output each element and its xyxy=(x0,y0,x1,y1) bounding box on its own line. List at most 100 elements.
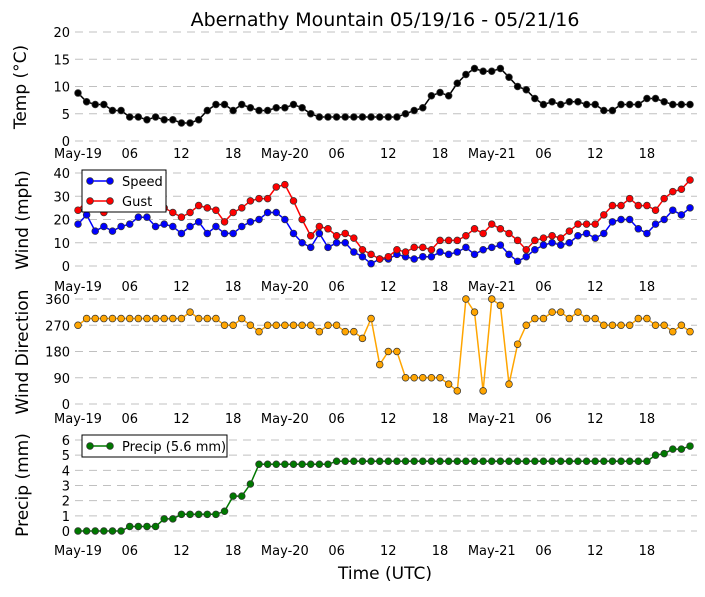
data-point xyxy=(488,457,496,465)
data-point xyxy=(505,73,513,81)
x-tick-label: 06 xyxy=(535,412,552,427)
data-point xyxy=(436,374,444,382)
data-point xyxy=(298,104,306,112)
data-point xyxy=(453,79,462,87)
series-line-direction xyxy=(77,296,691,393)
x-tick-label: 06 xyxy=(121,544,138,559)
data-point xyxy=(220,100,229,109)
data-point xyxy=(194,218,203,226)
x-tick-label: May-19 xyxy=(54,412,102,427)
data-point xyxy=(625,457,634,465)
data-point xyxy=(315,222,324,231)
data-point xyxy=(419,374,427,382)
data-point xyxy=(617,201,625,210)
data-point xyxy=(117,314,125,323)
data-point xyxy=(444,457,453,465)
data-point xyxy=(177,229,186,238)
data-point xyxy=(410,106,418,115)
data-point xyxy=(436,88,444,97)
x-tick-label: 12 xyxy=(173,544,190,559)
data-point xyxy=(100,527,108,535)
data-point xyxy=(479,245,487,254)
data-point xyxy=(108,527,117,535)
data-point xyxy=(496,64,505,73)
data-point xyxy=(255,460,263,469)
data-point xyxy=(117,106,125,115)
data-point xyxy=(531,94,539,103)
data-point xyxy=(669,100,677,109)
data-point xyxy=(315,229,324,238)
data-point xyxy=(358,457,367,465)
x-tick-label: 18 xyxy=(225,147,242,162)
y-tick-label: 5 xyxy=(62,449,70,464)
data-point xyxy=(100,100,108,109)
data-point xyxy=(367,250,375,259)
data-point xyxy=(238,222,246,231)
data-point xyxy=(513,82,522,91)
data-point xyxy=(177,119,186,127)
data-point xyxy=(539,457,548,465)
data-point xyxy=(384,252,393,261)
data-point xyxy=(272,321,281,330)
data-point xyxy=(574,98,582,106)
legend: Precip (5.6 mm) xyxy=(81,434,228,458)
data-point xyxy=(91,100,99,109)
data-point xyxy=(177,213,186,221)
data-point xyxy=(470,225,479,233)
data-point xyxy=(600,457,608,465)
data-point xyxy=(669,445,677,453)
data-point xyxy=(186,208,194,217)
data-point xyxy=(617,321,625,330)
data-point xyxy=(246,480,255,488)
data-point xyxy=(625,321,634,330)
data-point xyxy=(651,451,660,459)
data-point xyxy=(651,321,660,330)
data-point xyxy=(505,229,513,238)
x-tick-label: 18 xyxy=(432,280,449,295)
data-point xyxy=(556,308,565,316)
data-point xyxy=(470,250,479,259)
data-point xyxy=(513,457,522,465)
panel-1: 0 10 20 30 40 May-19 06 12 18 May-20 06 12 18 May-21 0… xyxy=(53,167,697,295)
data-point xyxy=(289,229,298,238)
data-point xyxy=(462,232,470,240)
data-point xyxy=(591,457,599,465)
data-point xyxy=(341,229,349,238)
data-point xyxy=(91,527,99,535)
data-point xyxy=(488,295,496,303)
data-point xyxy=(350,457,358,465)
data-point xyxy=(625,215,634,224)
data-point xyxy=(332,457,341,465)
data-point xyxy=(548,98,556,106)
data-point xyxy=(686,204,694,212)
data-point xyxy=(548,232,556,240)
data-point xyxy=(263,321,272,330)
y-tick-label: 20 xyxy=(53,214,70,229)
x-tick-label: 18 xyxy=(639,280,656,295)
data-point xyxy=(306,232,315,240)
data-point xyxy=(203,510,212,519)
data-point xyxy=(565,457,574,465)
x-tick-label: 12 xyxy=(380,147,397,162)
data-point xyxy=(134,314,143,323)
data-point xyxy=(143,115,151,124)
data-point xyxy=(108,227,117,235)
y-tick-label: 2 xyxy=(62,495,70,510)
data-point xyxy=(608,457,617,465)
x-tick-label: 12 xyxy=(587,412,604,427)
x-tick-label: 18 xyxy=(639,544,656,559)
data-point xyxy=(324,225,332,233)
data-point xyxy=(608,218,617,226)
data-point xyxy=(643,457,651,465)
y-tick-label: 20 xyxy=(53,26,70,41)
x-tick-label: 18 xyxy=(432,544,449,559)
data-point xyxy=(125,220,134,228)
legend-label: Precip (5.6 mm) xyxy=(122,440,226,455)
data-point xyxy=(212,222,220,231)
data-point xyxy=(677,321,686,330)
data-point xyxy=(350,327,358,336)
x-tick-label: May-20 xyxy=(261,412,309,427)
data-point xyxy=(393,347,401,356)
x-tick-label: 18 xyxy=(225,544,242,559)
